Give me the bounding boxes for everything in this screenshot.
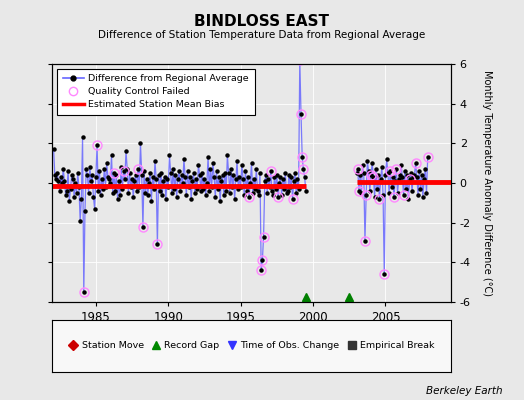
Text: Berkeley Earth: Berkeley Earth — [427, 386, 503, 396]
Legend: Difference from Regional Average, Quality Control Failed, Estimated Station Mean: Difference from Regional Average, Qualit… — [57, 69, 255, 115]
Legend: Station Move, Record Gap, Time of Obs. Change, Empirical Break: Station Move, Record Gap, Time of Obs. C… — [63, 337, 440, 355]
Y-axis label: Monthly Temperature Anomaly Difference (°C): Monthly Temperature Anomaly Difference (… — [482, 70, 492, 296]
Text: Difference of Station Temperature Data from Regional Average: Difference of Station Temperature Data f… — [99, 30, 425, 40]
Text: BINDLOSS EAST: BINDLOSS EAST — [194, 14, 330, 29]
